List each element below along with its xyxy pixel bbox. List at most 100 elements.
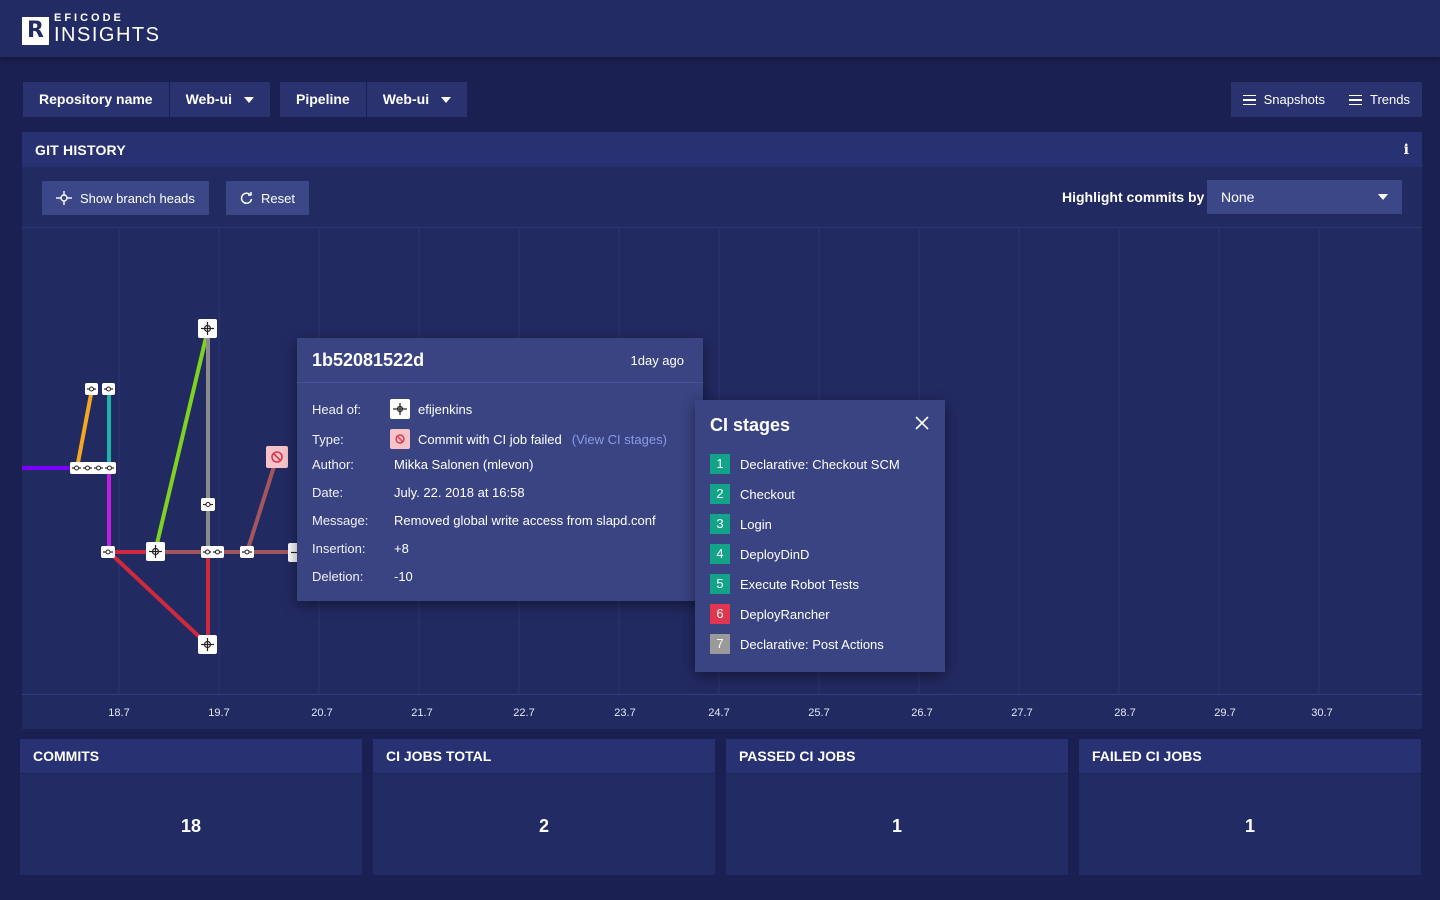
author-row: Author: Mikka Salonen (mlevon) xyxy=(312,457,533,472)
date-value: July. 22. 2018 at 16:58 xyxy=(394,485,525,500)
type-value: Commit with CI job failed xyxy=(418,431,562,447)
date-row: Date: July. 22. 2018 at 16:58 xyxy=(312,485,525,500)
commit-node-icon[interactable] xyxy=(92,462,105,474)
commit-node-icon[interactable] xyxy=(85,383,98,395)
pipeline-filter: Pipeline Web-ui xyxy=(280,82,468,117)
stage-name: Login xyxy=(740,516,772,532)
message-row: Message: Removed global write access fro… xyxy=(312,513,656,528)
x-tick: 28.7 xyxy=(1114,707,1136,719)
reset-button[interactable]: Reset xyxy=(226,181,309,215)
deletion-row: Deletion: -10 xyxy=(312,569,413,584)
deletion-value: -10 xyxy=(394,569,413,584)
commit-node-icon[interactable] xyxy=(81,462,94,474)
stage-name: Execute Robot Tests xyxy=(740,576,859,592)
author-label: Author: xyxy=(312,457,354,472)
stage-name: DeployDinD xyxy=(740,546,810,562)
x-tick: 24.7 xyxy=(708,707,730,719)
branch-icon xyxy=(56,191,72,205)
reset-icon xyxy=(240,191,253,204)
stat-value: 1 xyxy=(1244,816,1255,836)
commit-node-icon[interactable] xyxy=(201,546,214,558)
repository-select[interactable]: Web-ui xyxy=(170,82,270,117)
ci-stage-item: 7 Declarative: Post Actions xyxy=(710,634,884,654)
pipeline-select[interactable]: Web-ui xyxy=(367,82,467,117)
commit-node-icon[interactable] xyxy=(240,546,254,558)
ci-stages-popup: CI stages 1 Declarative: Checkout SCM 2 … xyxy=(695,400,945,672)
repository-label: Repository name xyxy=(23,82,170,117)
pipeline-value: Web-ui xyxy=(382,91,430,107)
stage-number-badge: 1 xyxy=(710,454,730,474)
show-branch-heads-label: Show branch heads xyxy=(80,190,195,206)
ci-stages-title: CI stages xyxy=(710,415,791,435)
commit-node-icon[interactable] xyxy=(103,462,116,474)
commit-nodes xyxy=(70,319,307,654)
stage-number-badge: 4 xyxy=(710,544,730,564)
git-graph[interactable] xyxy=(22,227,1422,695)
chevron-down-icon xyxy=(1378,194,1388,200)
stats-row: COMMITS 18 CI JOBS TOTAL 2 PASSED CI JOB… xyxy=(20,739,1422,875)
stage-name: Declarative: Checkout SCM xyxy=(740,456,900,472)
branch-icon xyxy=(390,399,410,419)
x-tick: 22.7 xyxy=(513,707,535,719)
close-icon[interactable] xyxy=(915,416,929,430)
panel-title: GIT HISTORY xyxy=(35,141,126,158)
ci-stage-item: 3 Login xyxy=(710,514,772,534)
ci-stage-item: 5 Execute Robot Tests xyxy=(710,574,859,594)
stage-name: DeployRancher xyxy=(740,606,830,622)
pipeline-label: Pipeline xyxy=(280,82,367,117)
commit-node-icon[interactable] xyxy=(211,546,224,558)
highlight-commits-value: None xyxy=(1221,189,1255,205)
commits-card: COMMITS 18 xyxy=(20,739,362,875)
commit-details-header: 1b52081522d 1day ago xyxy=(297,338,703,383)
stage-name: Declarative: Post Actions xyxy=(740,636,884,652)
commit-hash: 1b52081522d xyxy=(312,349,425,370)
ci-stage-item: 6 DeployRancher xyxy=(710,604,830,624)
head-of-label: Head of: xyxy=(312,401,362,417)
author-value: Mikka Salonen (mlevon) xyxy=(394,457,534,472)
trends-label: Trends xyxy=(1370,92,1410,107)
branch-head-icon[interactable] xyxy=(198,635,217,654)
commit-node-icon[interactable] xyxy=(70,462,83,474)
highlight-commits-select[interactable]: None xyxy=(1207,180,1402,214)
branch-head-icon[interactable] xyxy=(146,542,165,561)
commit-details-popup: 1b52081522d 1day ago Head of: efijenkins… xyxy=(297,338,703,601)
x-tick: 20.7 xyxy=(311,707,333,719)
app-logo[interactable]: R EFICODE INSIGHTS xyxy=(22,12,160,45)
repository-value: Web-ui xyxy=(185,91,232,107)
stat-label: COMMITS xyxy=(20,739,362,774)
x-tick: 29.7 xyxy=(1214,707,1236,719)
branch-head-icon[interactable] xyxy=(198,319,217,338)
menu-icon xyxy=(1242,94,1256,105)
show-branch-heads-button[interactable]: Show branch heads xyxy=(42,181,209,215)
info-icon[interactable]: i xyxy=(1403,141,1409,158)
message-value: Removed global write access from slapd.c… xyxy=(394,513,656,528)
commit-node-icon[interactable] xyxy=(101,546,115,558)
git-graph-canvas xyxy=(22,228,1320,695)
stat-label: CI JOBS TOTAL xyxy=(373,739,715,774)
failed-ci-icon[interactable] xyxy=(266,446,288,468)
commit-age: 1day ago xyxy=(630,352,685,368)
commit-node-icon[interactable] xyxy=(201,498,215,511)
view-actions: Snapshots Trends xyxy=(1230,82,1422,117)
logo-top-text: EFICODE xyxy=(54,12,124,24)
insertion-value: +8 xyxy=(394,541,409,556)
stat-value: 2 xyxy=(538,816,549,836)
timeline-axis: 18.7 19.7 20.7 21.7 22.7 23.7 24.7 25.7 … xyxy=(22,694,1422,729)
trends-button[interactable]: Trends xyxy=(1349,92,1410,107)
ci-stage-item: 1 Declarative: Checkout SCM xyxy=(710,454,900,474)
failed-ci-jobs-card: FAILED CI JOBS 1 xyxy=(1079,739,1421,875)
insertion-row: Insertion: +8 xyxy=(312,541,409,556)
ci-stage-item: 2 Checkout xyxy=(710,484,795,504)
x-tick: 23.7 xyxy=(614,707,636,719)
top-bar: R EFICODE INSIGHTS xyxy=(0,0,1440,57)
type-row: Type: Commit with CI job failed (View CI… xyxy=(312,429,667,449)
date-label: Date: xyxy=(312,485,344,500)
x-tick: 25.7 xyxy=(808,707,830,719)
commit-node-icon[interactable] xyxy=(102,383,115,395)
stat-value: 18 xyxy=(180,816,202,836)
snapshots-button[interactable]: Snapshots xyxy=(1242,92,1325,107)
stage-number-badge: 5 xyxy=(710,574,730,594)
type-label: Type: xyxy=(312,431,344,447)
view-ci-stages-link[interactable]: (View CI stages) xyxy=(571,431,667,447)
stage-name: Checkout xyxy=(740,486,795,502)
